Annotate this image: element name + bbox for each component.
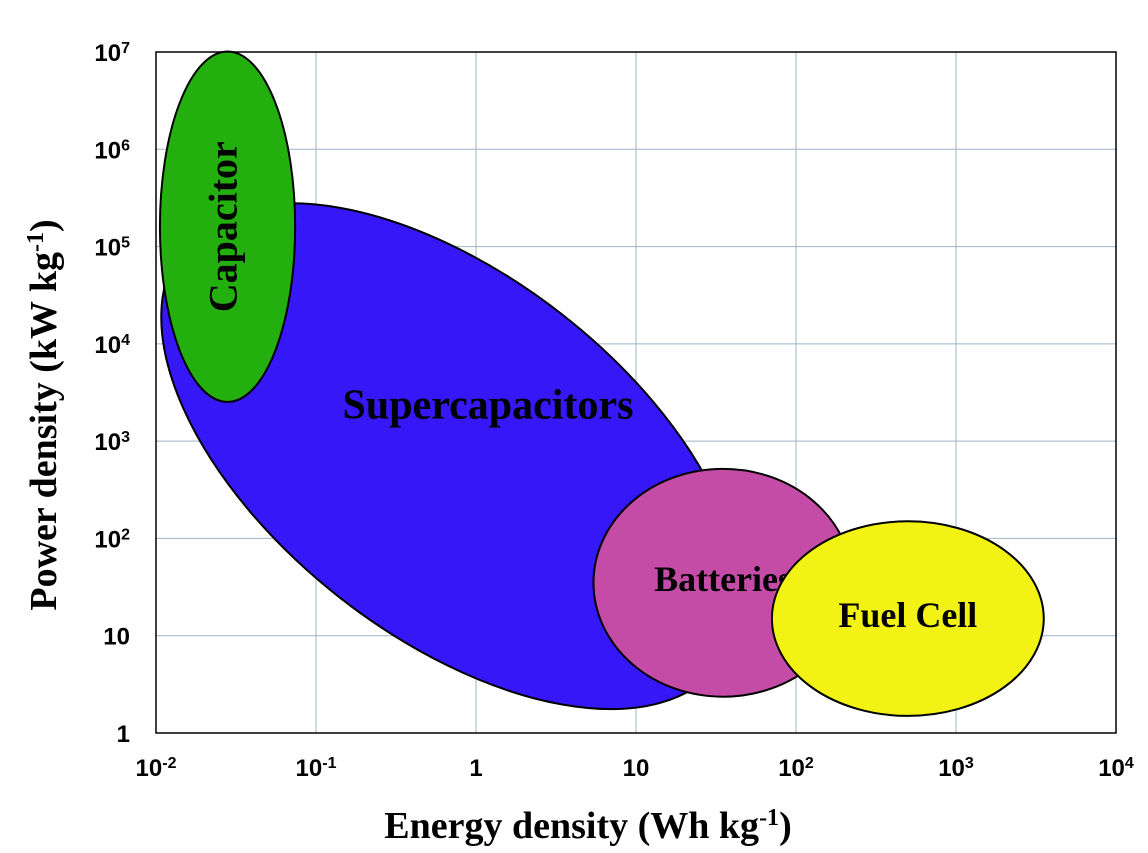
region-batteries-label: Batteries xyxy=(654,559,792,599)
plot-frame xyxy=(155,51,1117,734)
x-tick-label: 104 xyxy=(1098,755,1134,783)
x-tick-label: 10 xyxy=(623,755,650,782)
y-tick-label: 104 xyxy=(94,331,130,359)
x-tick-label: 1 xyxy=(469,755,482,782)
region-fuel-cell-ellipse xyxy=(770,520,1045,717)
regions-layer: Supercapacitors Capacitor Batteries Fuel Ce… xyxy=(158,50,1045,717)
y-tick-label: 107 xyxy=(94,40,130,68)
x-axis-title: Energy density (Wh kg-1) xyxy=(384,805,791,847)
y-tick-label: 105 xyxy=(94,234,130,261)
region-fuel-cell-label: Fuel Cell xyxy=(838,595,977,635)
x-tick-label: 102 xyxy=(778,755,814,783)
y-tick-label: 103 xyxy=(94,429,130,457)
region-capacitor-label: Capacitor xyxy=(201,141,246,312)
y-axis-title: Power density (kW kg-1) xyxy=(23,219,65,610)
x-tick-label: 103 xyxy=(938,755,974,783)
y-tick-label: 106 xyxy=(94,137,130,165)
x-tick-label: 10-1 xyxy=(296,755,337,783)
region-supercapacitors-label: Supercapacitors xyxy=(343,382,634,428)
region-capacitor: Capacitor xyxy=(158,50,297,403)
y-tick-label: 1 xyxy=(117,721,130,748)
x-tick-label: 10-2 xyxy=(136,755,177,783)
y-tick-labels: 1 10 102 103 104 105 106 107 xyxy=(94,40,130,749)
y-tick-label: 10 xyxy=(103,624,130,651)
y-tick-label: 102 xyxy=(94,526,130,554)
region-fuel-cell: Fuel Cell xyxy=(770,520,1045,717)
x-tick-labels: 10-2 10-1 1 10 102 103 104 xyxy=(136,755,1134,783)
